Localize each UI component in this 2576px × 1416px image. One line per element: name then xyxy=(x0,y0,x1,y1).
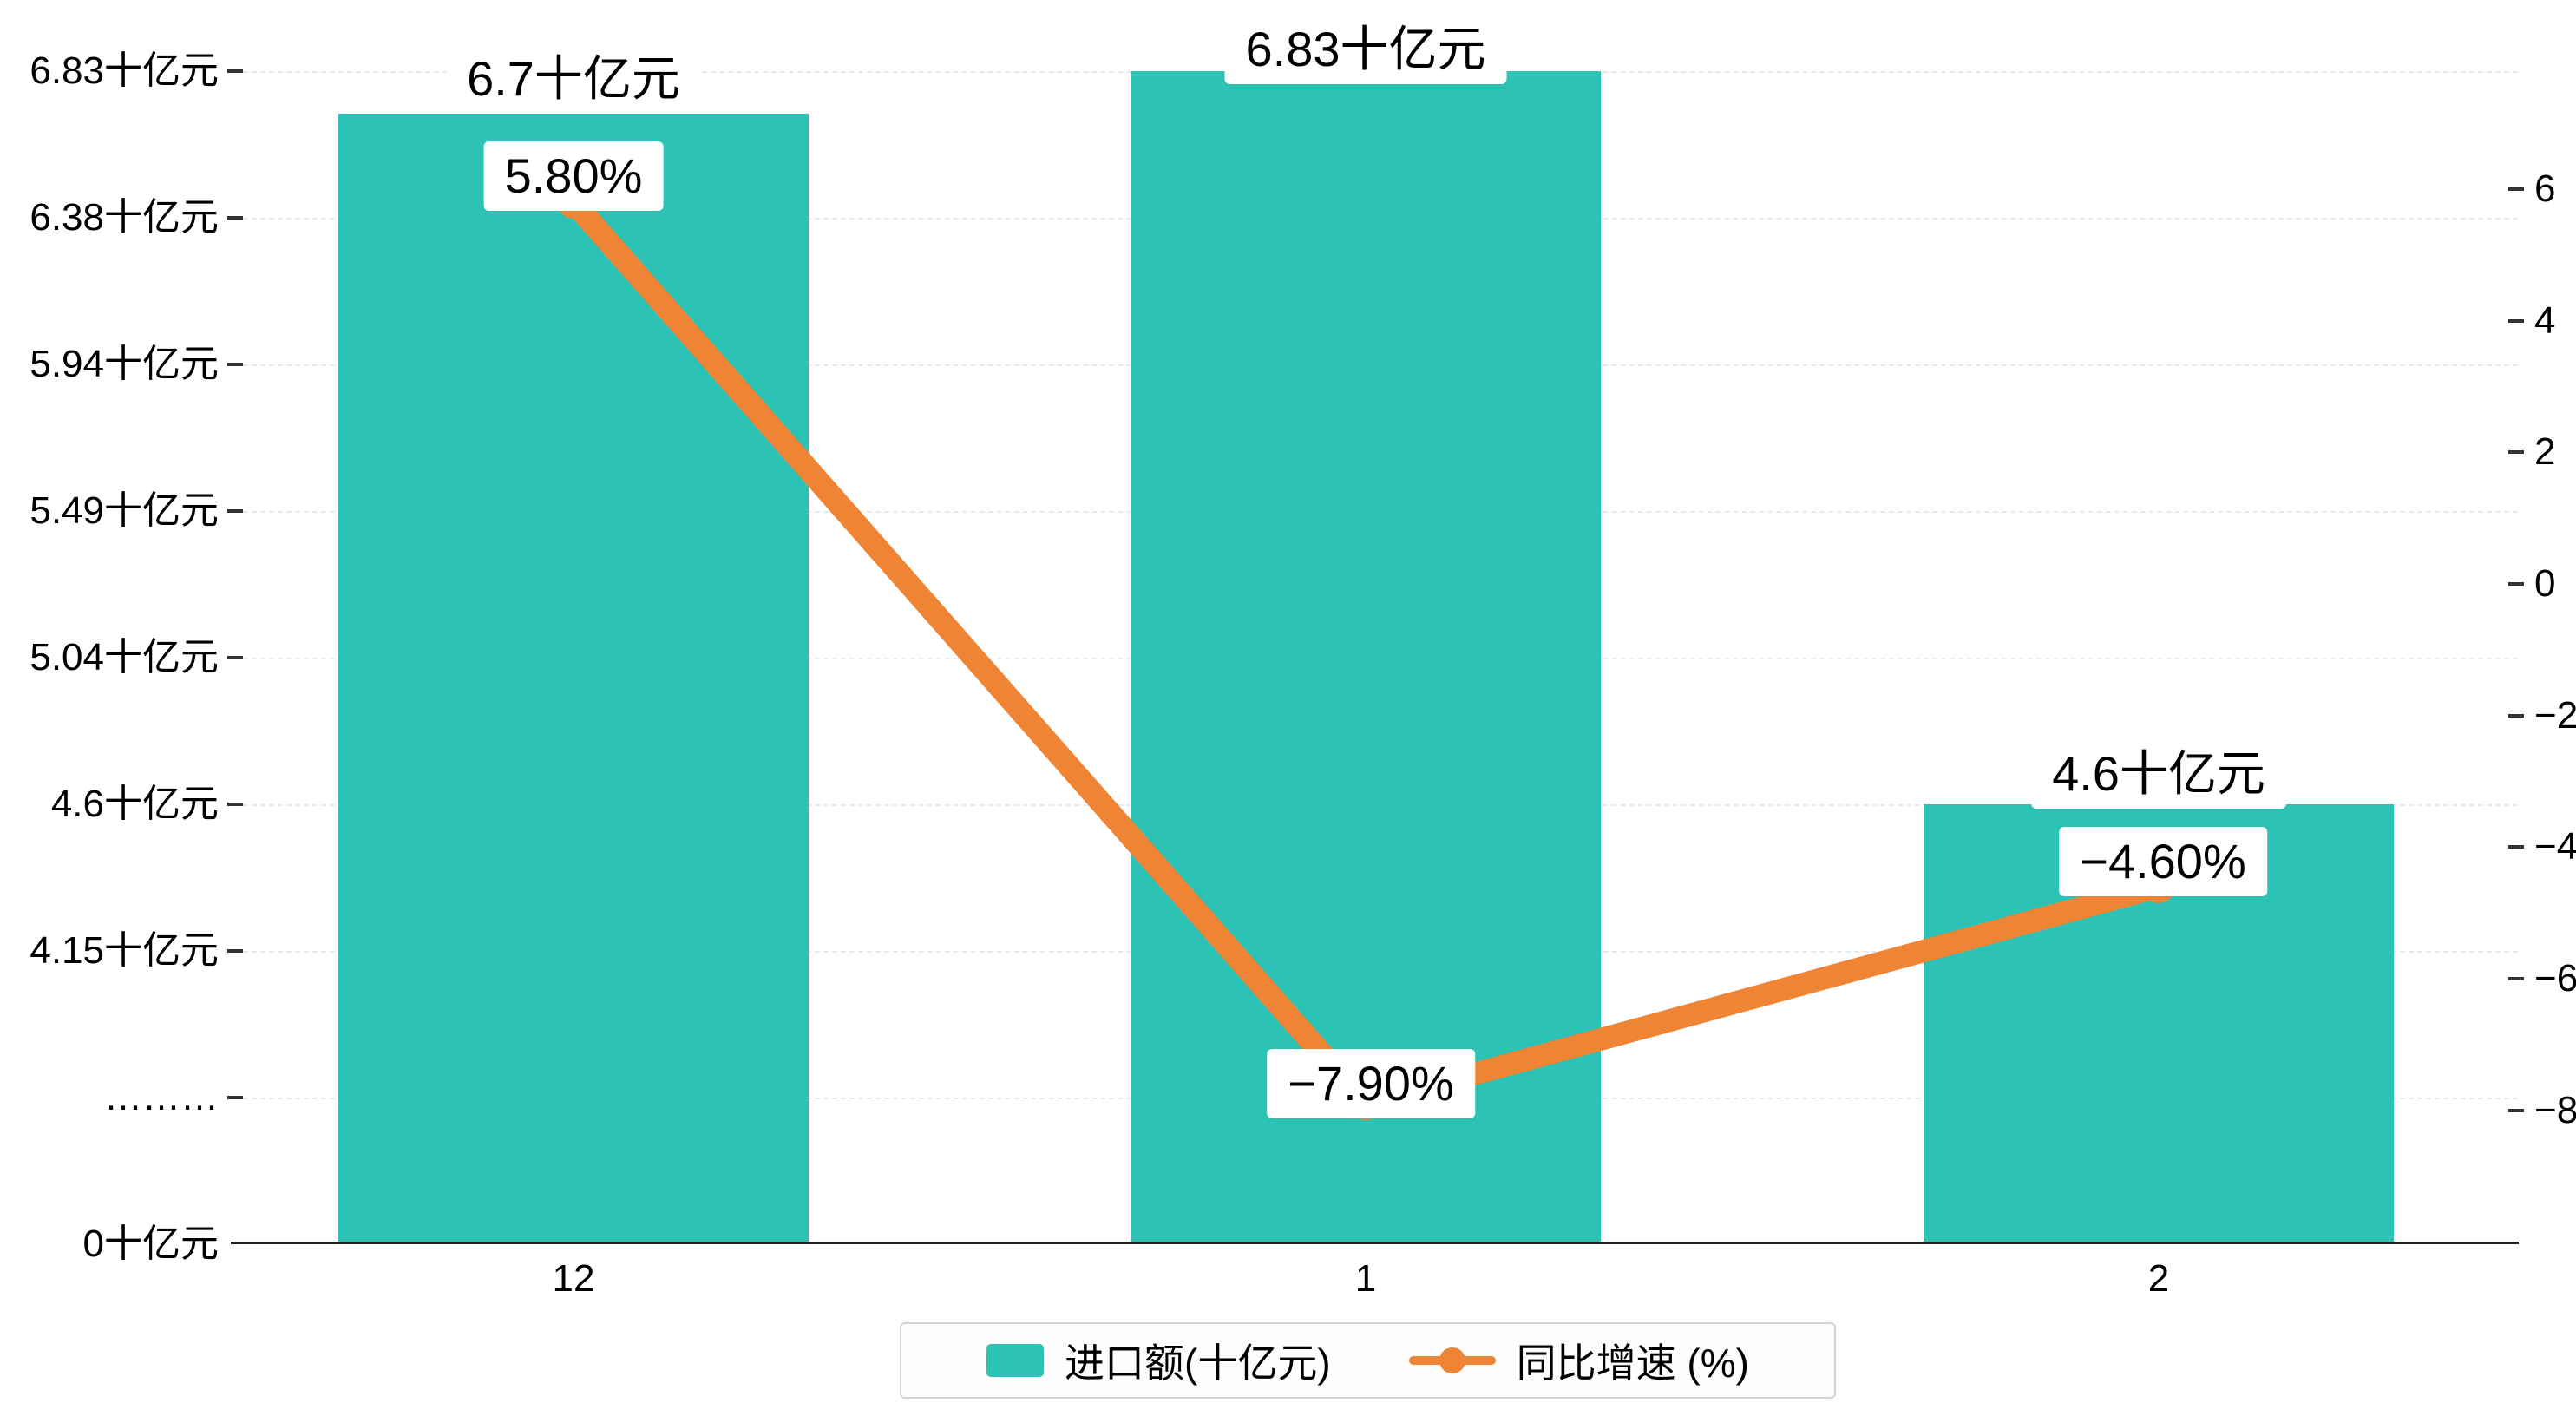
y-axis-right-label: −6 xyxy=(2534,957,2576,1000)
x-axis-line xyxy=(231,1242,2519,1244)
y-axis-left-label: 6.83十亿元 xyxy=(29,49,219,92)
x-axis-category-label: 1 xyxy=(1354,1257,1377,1300)
y-axis-left-tick xyxy=(227,656,243,659)
bar-month-1[interactable] xyxy=(1131,71,1601,1242)
bar-value-label: 4.6十亿元 xyxy=(2031,739,2286,809)
y-axis-right-label: 2 xyxy=(2534,430,2556,473)
bar-month-12[interactable] xyxy=(338,114,809,1242)
y-axis-right-tick xyxy=(2508,1109,2524,1112)
y-axis-right-tick xyxy=(2508,845,2524,849)
legend-label: 进口额(十亿元) xyxy=(1065,1341,1331,1386)
y-axis-left-label: 4.15十亿元 xyxy=(29,929,219,972)
y-axis-right-label: −8 xyxy=(2534,1089,2576,1131)
y-axis-left-tick xyxy=(227,363,243,366)
y-axis-left-label: 0十亿元 xyxy=(82,1223,219,1265)
bar-swatch-icon xyxy=(986,1344,1045,1377)
y-axis-right-label: 0 xyxy=(2534,562,2556,605)
y-axis-right-label: 6 xyxy=(2534,167,2556,210)
legend: 进口额(十亿元) 同比增速 (%) xyxy=(900,1322,1836,1399)
legend-label: 同比增速 (%) xyxy=(1516,1341,1749,1386)
legend-item-growth[interactable]: 同比增速 (%) xyxy=(1408,1332,1749,1389)
y-axis-right-tick xyxy=(2508,977,2524,980)
x-axis-category-label: 12 xyxy=(552,1257,595,1300)
y-axis-right-tick xyxy=(2508,714,2524,718)
y-axis-left-label: 5.04十亿元 xyxy=(29,636,219,678)
y-axis-left-tick xyxy=(227,216,243,220)
y-axis-left-label: 6.38十亿元 xyxy=(29,196,219,239)
y-axis-left-tick xyxy=(227,69,243,73)
y-axis-right-label: 4 xyxy=(2534,299,2556,342)
y-axis-break-label: ……… xyxy=(104,1076,219,1118)
y-axis-left-tick xyxy=(227,803,243,806)
growth-value-label: 5.80% xyxy=(483,141,664,211)
y-axis-right-label: −4 xyxy=(2534,825,2576,868)
line-marker-icon xyxy=(1408,1347,1496,1374)
y-axis-left-label: 5.94十亿元 xyxy=(29,343,219,385)
x-axis-category-label: 2 xyxy=(2147,1257,2170,1300)
y-axis-right-label: −2 xyxy=(2534,694,2576,737)
y-axis-left-tick xyxy=(227,949,243,953)
y-axis-left-label: 4.6十亿元 xyxy=(50,783,219,825)
y-axis-right-tick xyxy=(2508,450,2524,454)
y-axis-left-tick xyxy=(227,1096,243,1099)
growth-value-label: −7.90% xyxy=(1267,1049,1475,1118)
bar-value-label: 6.83十亿元 xyxy=(1224,15,1507,84)
y-axis-right-tick xyxy=(2508,319,2524,323)
legend-item-import[interactable]: 进口额(十亿元) xyxy=(986,1332,1331,1389)
y-axis-right-tick xyxy=(2508,187,2524,191)
bar-value-label: 6.7十亿元 xyxy=(446,44,701,114)
y-axis-left-label: 5.49十亿元 xyxy=(29,489,219,532)
y-axis-left-tick xyxy=(227,509,243,513)
growth-line[interactable] xyxy=(562,191,2170,1115)
growth-value-label: −4.60% xyxy=(2059,827,2267,896)
y-axis-right-tick xyxy=(2508,582,2524,586)
